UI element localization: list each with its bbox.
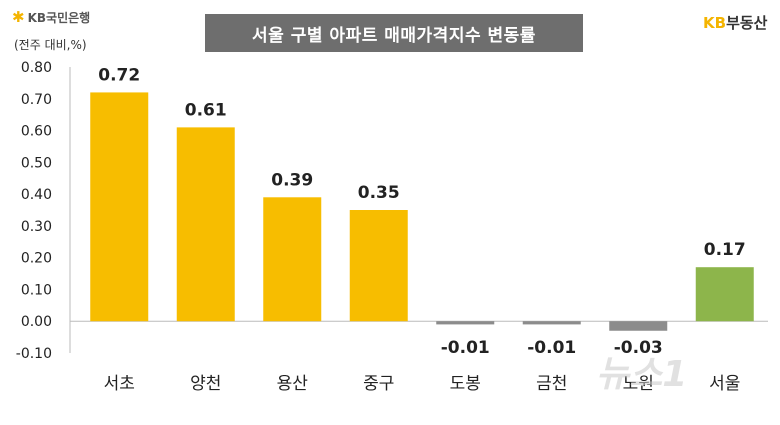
value-label: 0.17 [704,240,746,260]
bar-서초 [90,92,149,322]
y-tick-label: 0.50 [21,155,52,171]
y-tick-label: 0.40 [21,187,52,203]
value-label: 0.61 [185,100,227,120]
category-label: 서울 [709,374,740,394]
kb-land-logo: KB부동산 [703,12,767,33]
news1-watermark: 뉴스1 [596,354,688,395]
bar-도봉 [436,321,495,325]
y-tick-label: 0.70 [21,92,52,108]
category-label: 노원 [623,374,654,394]
category-label: 중구 [363,374,394,394]
bar-노원 [609,321,668,331]
kb-land-logo-kb: KB [703,14,727,32]
y-tick-label: 0.10 [21,282,52,298]
category-label: 용산 [277,374,309,394]
y-tick-label: -0.10 [16,346,52,362]
bar-용산 [263,197,322,322]
value-label: 0.39 [271,170,313,190]
value-label: 0.35 [358,183,400,203]
value-label: -0.01 [441,338,490,358]
category-label: 서초 [104,374,135,394]
category-label: 도봉 [450,374,481,394]
kb-star-icon: ✱ [12,8,25,26]
category-label: 양천 [190,374,221,394]
y-tick-label: 0.80 [21,60,52,76]
value-label: -0.01 [527,338,576,358]
bar-서울 [695,267,754,322]
y-tick-label: 0.20 [21,251,52,267]
bar-중구 [349,210,408,322]
value-label: -0.03 [614,338,663,358]
y-tick-label: 0.60 [21,124,52,140]
kb-land-logo-rest: 부동산 [726,14,768,32]
chart-title: 서울 구별 아파트 매매가격지수 변동률 [205,14,583,52]
kb-bank-logo-text: KB국민은행 [27,11,91,25]
bar-금천 [522,321,581,325]
y-tick-label: 0.30 [21,219,52,235]
y-tick-label: 0.00 [21,314,52,330]
category-label: 금천 [536,374,567,394]
kb-bank-logo: ✱ KB국민은행 [12,9,90,26]
unit-label: (전주 대비,%) [14,38,87,52]
value-label: 0.72 [98,65,140,85]
bar-양천 [176,127,235,322]
